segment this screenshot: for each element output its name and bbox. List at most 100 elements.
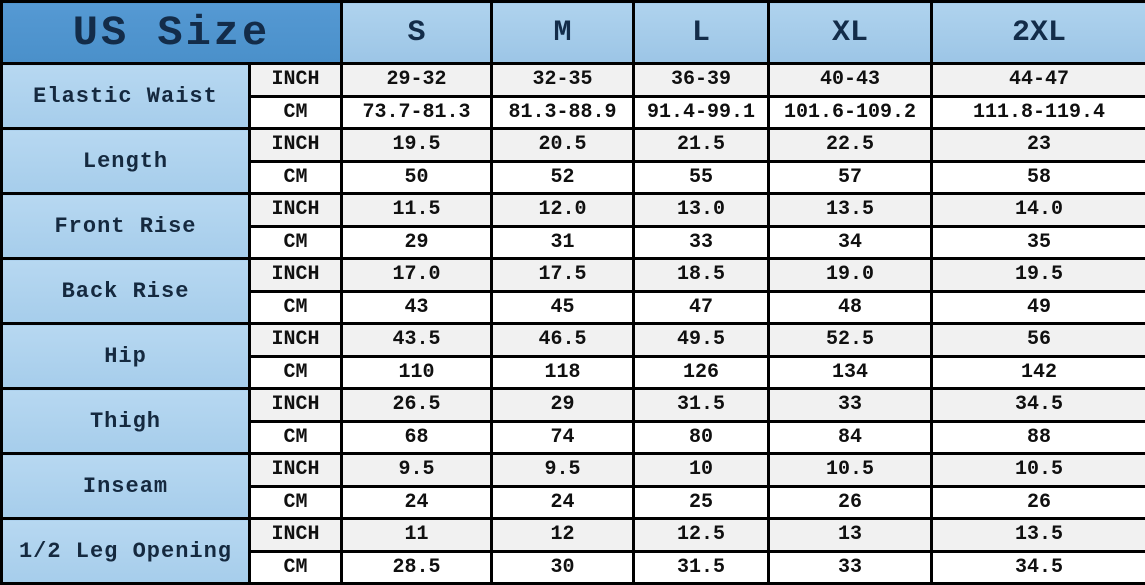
measurement-label-inseam: Inseam — [2, 454, 250, 519]
measurement-value: 29 — [492, 389, 634, 422]
measurement-value: 33 — [769, 551, 932, 584]
unit-label-inch: INCH — [250, 194, 342, 227]
measurement-value: 19.5 — [932, 259, 1145, 292]
measurement-value: 46.5 — [492, 324, 634, 357]
unit-label-cm: CM — [250, 96, 342, 129]
measurement-value: 25 — [634, 486, 769, 519]
table-row: Thigh INCH 26.5 29 31.5 33 34.5 — [2, 389, 1145, 422]
measurement-value: 35 — [932, 226, 1145, 259]
measurement-value: 19.0 — [769, 259, 932, 292]
unit-label-inch: INCH — [250, 519, 342, 552]
measurement-value: 21.5 — [634, 129, 769, 162]
size-header-xl: XL — [769, 2, 932, 64]
size-header-s: S — [342, 2, 492, 64]
header-row: US Size S M L XL 2XL — [2, 2, 1145, 64]
measurement-value: 11.5 — [342, 194, 492, 227]
unit-label-cm: CM — [250, 161, 342, 194]
measurement-label-half-leg-opening: 1/2 Leg Opening — [2, 519, 250, 584]
measurement-value: 110 — [342, 356, 492, 389]
table-row: Elastic Waist INCH 29-32 32-35 36-39 40-… — [2, 64, 1145, 97]
measurement-value: 31 — [492, 226, 634, 259]
measurement-value: 29-32 — [342, 64, 492, 97]
measurement-value: 19.5 — [342, 129, 492, 162]
measurement-value: 26 — [769, 486, 932, 519]
measurement-value: 40-43 — [769, 64, 932, 97]
measurement-label-front-rise: Front Rise — [2, 194, 250, 259]
measurement-value: 49.5 — [634, 324, 769, 357]
measurement-value: 55 — [634, 161, 769, 194]
table-row: Back Rise INCH 17.0 17.5 18.5 19.0 19.5 — [2, 259, 1145, 292]
table-row: 1/2 Leg Opening INCH 11 12 12.5 13 13.5 — [2, 519, 1145, 552]
measurement-value: 43 — [342, 291, 492, 324]
measurement-value: 12.5 — [634, 519, 769, 552]
measurement-value: 45 — [492, 291, 634, 324]
measurement-value: 26.5 — [342, 389, 492, 422]
measurement-value: 10 — [634, 454, 769, 487]
table-row: Hip INCH 43.5 46.5 49.5 52.5 56 — [2, 324, 1145, 357]
measurement-value: 52 — [492, 161, 634, 194]
measurement-value: 24 — [492, 486, 634, 519]
measurement-value: 9.5 — [342, 454, 492, 487]
measurement-value: 33 — [634, 226, 769, 259]
table-row: Front Rise INCH 11.5 12.0 13.0 13.5 14.0 — [2, 194, 1145, 227]
table-row: Length INCH 19.5 20.5 21.5 22.5 23 — [2, 129, 1145, 162]
measurement-value: 31.5 — [634, 389, 769, 422]
measurement-value: 11 — [342, 519, 492, 552]
measurement-value: 33 — [769, 389, 932, 422]
measurement-value: 24 — [342, 486, 492, 519]
measurement-value: 13.5 — [769, 194, 932, 227]
measurement-value: 49 — [932, 291, 1145, 324]
table-row: Inseam INCH 9.5 9.5 10 10.5 10.5 — [2, 454, 1145, 487]
unit-label-cm: CM — [250, 226, 342, 259]
measurement-value: 14.0 — [932, 194, 1145, 227]
measurement-value: 142 — [932, 356, 1145, 389]
measurement-label-hip: Hip — [2, 324, 250, 389]
measurement-value: 22.5 — [769, 129, 932, 162]
measurement-value: 10.5 — [932, 454, 1145, 487]
measurement-value: 91.4-99.1 — [634, 96, 769, 129]
measurement-value: 47 — [634, 291, 769, 324]
measurement-value: 68 — [342, 421, 492, 454]
measurement-value: 57 — [769, 161, 932, 194]
measurement-value: 20.5 — [492, 129, 634, 162]
unit-label-cm: CM — [250, 291, 342, 324]
unit-label-inch: INCH — [250, 389, 342, 422]
measurement-value: 48 — [769, 291, 932, 324]
measurement-value: 50 — [342, 161, 492, 194]
measurement-value: 118 — [492, 356, 634, 389]
measurement-label-length: Length — [2, 129, 250, 194]
unit-label-cm: CM — [250, 356, 342, 389]
measurement-value: 34 — [769, 226, 932, 259]
measurement-value: 34.5 — [932, 551, 1145, 584]
unit-label-inch: INCH — [250, 64, 342, 97]
measurement-value: 88 — [932, 421, 1145, 454]
measurement-value: 80 — [634, 421, 769, 454]
unit-label-inch: INCH — [250, 129, 342, 162]
measurement-value: 44-47 — [932, 64, 1145, 97]
unit-label-cm: CM — [250, 486, 342, 519]
measurement-value: 23 — [932, 129, 1145, 162]
measurement-value: 34.5 — [932, 389, 1145, 422]
measurement-value: 52.5 — [769, 324, 932, 357]
unit-label-inch: INCH — [250, 259, 342, 292]
size-header-2xl: 2XL — [932, 2, 1145, 64]
measurement-value: 10.5 — [769, 454, 932, 487]
measurement-value: 36-39 — [634, 64, 769, 97]
measurement-value: 32-35 — [492, 64, 634, 97]
measurement-value: 29 — [342, 226, 492, 259]
measurement-value: 126 — [634, 356, 769, 389]
measurement-value: 26 — [932, 486, 1145, 519]
unit-label-cm: CM — [250, 421, 342, 454]
measurement-value: 134 — [769, 356, 932, 389]
unit-label-cm: CM — [250, 551, 342, 584]
measurement-value: 81.3-88.9 — [492, 96, 634, 129]
measurement-value: 13 — [769, 519, 932, 552]
measurement-label-back-rise: Back Rise — [2, 259, 250, 324]
measurement-label-thigh: Thigh — [2, 389, 250, 454]
measurement-value: 17.5 — [492, 259, 634, 292]
measurement-value: 28.5 — [342, 551, 492, 584]
measurement-value: 30 — [492, 551, 634, 584]
measurement-value: 18.5 — [634, 259, 769, 292]
measurement-value: 43.5 — [342, 324, 492, 357]
